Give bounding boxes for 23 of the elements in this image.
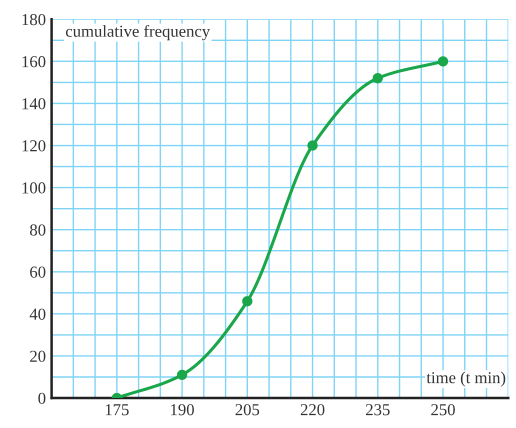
point [242, 296, 252, 306]
point [176, 370, 188, 380]
y-tick-label: 180 [22, 14, 46, 26]
y-axis-title: cumulative frequency [66, 24, 210, 40]
y-tick-label: 80 [30, 224, 46, 236]
x-tick-label: 205 [236, 404, 260, 416]
point [307, 140, 318, 151]
y-tick-label: 40 [30, 308, 46, 320]
x-axis-title: time (t min) [426, 372, 506, 387]
y-tick-label: 20 [30, 350, 46, 362]
x-tick-label: 250 [431, 404, 455, 416]
point [372, 73, 383, 84]
y-tick-label: 140 [22, 98, 46, 110]
x-tick-label: 175 [106, 404, 129, 416]
point [438, 56, 448, 66]
y-tick-label: 120 [22, 140, 46, 152]
x-tick-label: 190 [171, 404, 194, 416]
x-tick-label: 220 [300, 404, 324, 416]
x-tick-label: 235 [366, 404, 390, 416]
y-tick-label: 0 [38, 392, 46, 404]
y-tick-label: 60 [30, 266, 46, 278]
y-tick-label: 100 [22, 182, 46, 194]
y-tick-label: 160 [22, 56, 46, 68]
